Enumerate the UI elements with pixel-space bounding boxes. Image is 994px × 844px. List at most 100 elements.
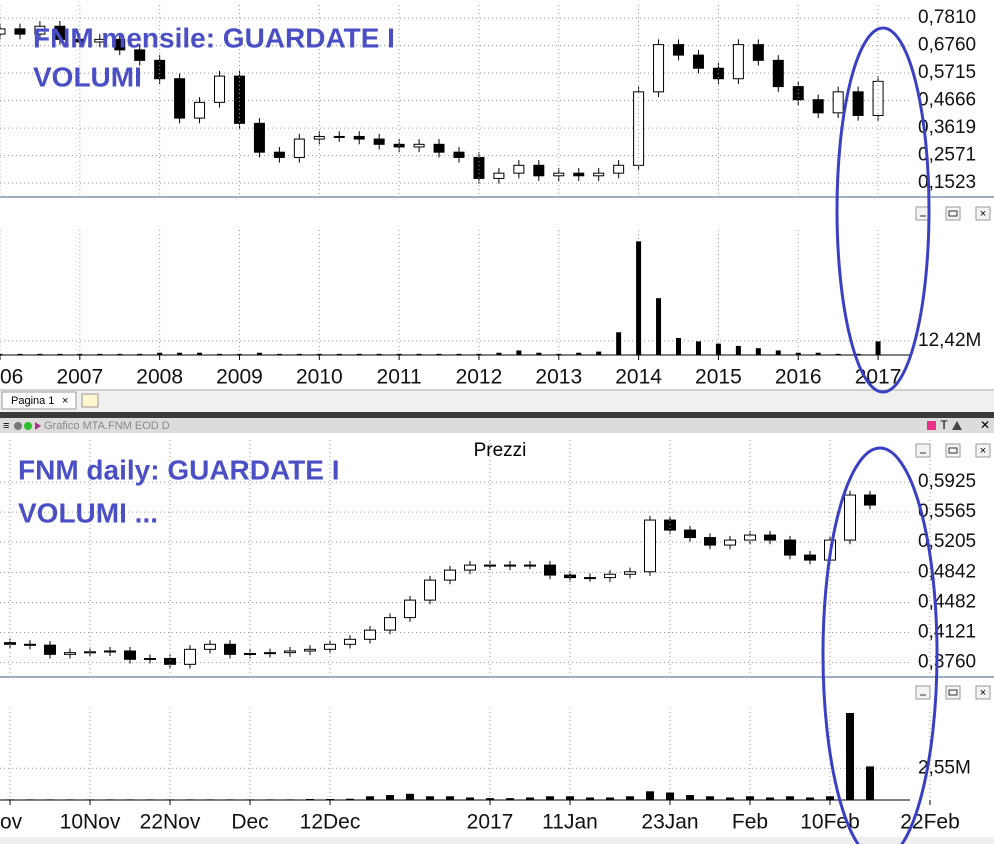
- candle-body: [772, 59, 784, 88]
- candle-body: [384, 617, 396, 631]
- svg-text:×: ×: [980, 687, 986, 699]
- y-tick-label: 0,3760: [918, 652, 976, 673]
- volume-bar: [117, 353, 123, 355]
- volume-bar: [786, 796, 794, 800]
- tool-icon[interactable]: ✕: [980, 418, 990, 432]
- volume-bar: [686, 795, 694, 800]
- plots: 06 2007 2008 2009 2010 2011 2012 2013 2014 2015 20…: [0, 5, 981, 834]
- volume-bar: [366, 796, 374, 800]
- volume-bar: [206, 799, 214, 800]
- x-tick-label: 2010: [296, 366, 343, 389]
- candle-body: [764, 534, 776, 541]
- x-tick-label: 06: [0, 366, 23, 389]
- volume-bar: [695, 341, 701, 355]
- volume-bar: [806, 797, 814, 800]
- candle-body: [174, 78, 186, 119]
- candle-body: [484, 564, 496, 567]
- y-tick-label: 0,4121: [918, 622, 976, 643]
- volume-bar: [326, 799, 334, 800]
- candle-body: [364, 629, 376, 640]
- volume-bar: [666, 792, 674, 800]
- window-dot[interactable]: [24, 422, 32, 430]
- annotations: [821, 26, 939, 844]
- candle-body: [164, 657, 176, 665]
- candle-body: [444, 569, 456, 581]
- highlight-ellipse: [835, 26, 931, 394]
- volume-bar: [795, 352, 801, 355]
- volume-bar: [217, 353, 223, 355]
- volume-bar: [376, 353, 382, 355]
- tool-icon[interactable]: T: [940, 418, 948, 432]
- x-tick-label: 2017: [855, 366, 902, 389]
- candle-body: [293, 138, 305, 158]
- highlight-ellipse: [821, 446, 939, 844]
- y-tick-label: 0,5925: [918, 471, 976, 492]
- volume-bar: [266, 799, 274, 800]
- x-tick-label: Feb: [732, 811, 768, 834]
- volume-bar: [57, 353, 63, 355]
- y-tick-label: 0,4842: [918, 561, 976, 582]
- candle-body: [784, 539, 796, 556]
- candle-body: [204, 643, 216, 650]
- candle-body: [604, 573, 616, 579]
- volume-bar: [546, 796, 554, 800]
- candle-body: [24, 643, 36, 646]
- volume-bar: [177, 352, 183, 355]
- volume-bar: [296, 353, 302, 355]
- volume-bar: [855, 353, 861, 355]
- volume-bar: [236, 353, 242, 355]
- volume-bar: [256, 352, 262, 355]
- x-tick-label: 2017: [467, 811, 514, 834]
- volume-bar: [596, 351, 602, 355]
- volume-bar: [436, 353, 442, 355]
- candle-body: [184, 648, 196, 665]
- candle-body: [732, 44, 744, 80]
- tool-icon[interactable]: [927, 421, 936, 430]
- y-tick-label: 0,5715: [918, 62, 976, 83]
- candle-body: [0, 28, 6, 35]
- candle-body: [844, 494, 856, 541]
- volume-bar: [476, 353, 482, 355]
- annotation: FNM mensile: GUARDATE I: [33, 22, 395, 53]
- tab-label[interactable]: Pagina 1: [11, 395, 54, 407]
- candle-body: [473, 156, 485, 179]
- volume-bar: [526, 797, 534, 800]
- volume-bar: [875, 341, 881, 355]
- tab[interactable]: [1, 391, 77, 410]
- volume-bar: [106, 799, 114, 800]
- x-tick-label: ov: [0, 811, 23, 834]
- panel-buttons[interactable]: × × ×: [915, 206, 991, 700]
- volume-bar: [826, 796, 834, 800]
- y-tick-label: 0,7810: [918, 7, 976, 28]
- annotation: FNM daily: GUARDATE I: [18, 454, 339, 485]
- candle-body: [533, 164, 545, 177]
- window-dot[interactable]: [14, 422, 22, 430]
- tool-icon[interactable]: [952, 421, 962, 430]
- candle-body: [54, 25, 66, 40]
- volume-bar: [0, 353, 3, 355]
- candle-body: [14, 28, 26, 35]
- candle-body: [373, 138, 385, 145]
- volume-bar: [46, 799, 54, 800]
- candle-body: [744, 534, 756, 541]
- candle-body: [852, 91, 864, 116]
- candle-body: [214, 75, 226, 103]
- volume-bar: [536, 352, 542, 355]
- volume-bar: [316, 353, 322, 355]
- candle-body: [233, 75, 245, 124]
- volume-bar: [626, 796, 634, 800]
- volume-bar: [26, 799, 34, 800]
- volume-bar: [126, 799, 134, 800]
- candle-body: [94, 38, 106, 43]
- volume-bar: [606, 797, 614, 800]
- volume-bar: [17, 353, 23, 355]
- candle-body: [194, 101, 206, 119]
- volume-bar: [286, 799, 294, 800]
- volume-bar: [586, 797, 594, 800]
- x-tick-label: 2007: [56, 366, 103, 389]
- candle-body: [244, 652, 256, 655]
- new-tab[interactable]: [81, 393, 99, 408]
- candle-body: [653, 44, 665, 93]
- tab-close[interactable]: ×: [62, 395, 68, 407]
- candle-body: [633, 91, 645, 166]
